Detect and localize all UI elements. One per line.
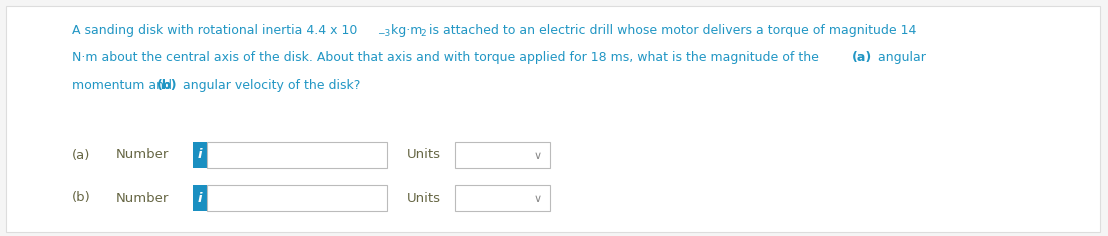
Text: A sanding disk with rotational inertia 4.4 x 10: A sanding disk with rotational inertia 4…	[72, 24, 358, 37]
Text: Units: Units	[407, 191, 441, 205]
Text: Number: Number	[116, 191, 170, 205]
FancyBboxPatch shape	[455, 142, 550, 168]
Text: momentum and: momentum and	[72, 79, 176, 92]
Text: ∨: ∨	[534, 194, 542, 204]
Text: kg·m: kg·m	[387, 24, 422, 37]
FancyBboxPatch shape	[6, 6, 1100, 232]
Text: is attached to an electric drill whose motor delivers a torque of magnitude 14: is attached to an electric drill whose m…	[425, 24, 916, 37]
Text: Number: Number	[116, 148, 170, 161]
Text: N·m about the central axis of the disk. About that axis and with torque applied : N·m about the central axis of the disk. …	[72, 51, 823, 64]
Text: −3: −3	[378, 30, 391, 38]
Text: i: i	[197, 191, 203, 205]
Text: Units: Units	[407, 148, 441, 161]
Text: angular velocity of the disk?: angular velocity of the disk?	[178, 79, 360, 92]
FancyBboxPatch shape	[193, 185, 207, 211]
Text: (b): (b)	[72, 191, 91, 205]
Text: 2: 2	[420, 30, 425, 38]
Text: ∨: ∨	[534, 151, 542, 161]
FancyBboxPatch shape	[455, 185, 550, 211]
Text: (a): (a)	[852, 51, 872, 64]
Text: (a): (a)	[72, 148, 91, 161]
Text: i: i	[197, 148, 203, 161]
Text: (b): (b)	[156, 79, 177, 92]
FancyBboxPatch shape	[207, 142, 387, 168]
FancyBboxPatch shape	[207, 185, 387, 211]
FancyBboxPatch shape	[193, 142, 207, 168]
Text: angular: angular	[874, 51, 926, 64]
